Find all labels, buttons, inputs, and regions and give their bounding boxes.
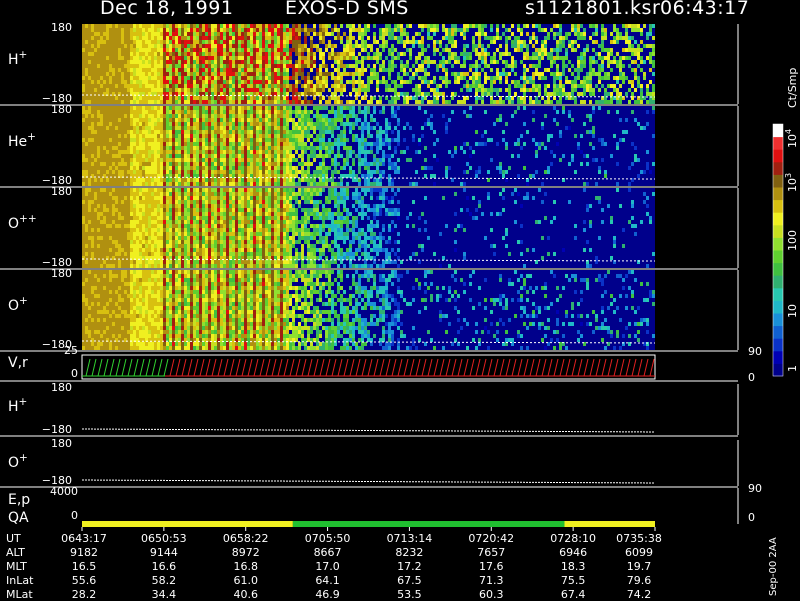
table-row-label: UT bbox=[6, 532, 21, 545]
panel-0-ymax: 180 bbox=[51, 21, 72, 34]
spectrogram-panel-3 bbox=[0, 270, 738, 351]
ep-right-top: 90 bbox=[748, 482, 762, 495]
panel-1-label: He+ bbox=[8, 131, 36, 150]
qa-segment-2 bbox=[564, 521, 655, 527]
panel-0-label: H+ bbox=[8, 49, 27, 68]
vr-panel bbox=[0, 355, 738, 381]
table-cell: 67.4 bbox=[545, 588, 601, 601]
o-pitch-panel-label: O+ bbox=[8, 452, 28, 471]
panel-1-ymax: 180 bbox=[51, 103, 72, 116]
table-row: MLT 16.5 16.6 16.8 17.0 17.2 17.6 18.3 19.7 bbox=[0, 560, 800, 573]
table-cell: 60.3 bbox=[463, 588, 519, 601]
table-cell: 16.5 bbox=[56, 560, 112, 573]
table-cell: 74.2 bbox=[611, 588, 667, 601]
table-row: InLat 55.6 58.2 61.0 64.1 67.5 71.3 75.5 79.6 bbox=[0, 574, 800, 587]
table-cell: 0713:14 bbox=[381, 532, 437, 545]
panel-3-ymax: 180 bbox=[51, 267, 72, 280]
table-cell: 0643:17 bbox=[56, 532, 112, 545]
table-cell: 79.6 bbox=[611, 574, 667, 587]
table-cell: 18.3 bbox=[545, 560, 601, 573]
table-cell: 9144 bbox=[136, 546, 192, 559]
colorbar-tick-1: 10 bbox=[786, 304, 799, 318]
h-pitch-panel bbox=[0, 384, 738, 436]
table-cell: 0705:50 bbox=[300, 532, 356, 545]
vr-right-top: 90 bbox=[748, 345, 762, 358]
panel-2-label: O++ bbox=[8, 213, 37, 232]
h-pitch-panel-ymax: 180 bbox=[51, 381, 72, 394]
table-cell: 17.0 bbox=[300, 560, 356, 573]
table-cell: 16.6 bbox=[136, 560, 192, 573]
table-cell: 0650:53 bbox=[136, 532, 192, 545]
colorbar-tick-2: 100 bbox=[786, 230, 799, 251]
table-row-label: MLat bbox=[6, 588, 33, 601]
table-cell: 9182 bbox=[56, 546, 112, 559]
table-cell: 0735:38 bbox=[611, 532, 667, 545]
panel-3-label: O+ bbox=[8, 295, 28, 314]
vr-ymax: 25 bbox=[64, 344, 78, 357]
table-row-label: MLT bbox=[6, 560, 27, 573]
colorbar: Ct/Smp 1 10 100 103 104 bbox=[773, 68, 799, 377]
table-row: UT 0643:17 0650:53 0658:22 0705:50 0713:14 072… bbox=[0, 532, 800, 545]
table-cell: 61.0 bbox=[218, 574, 274, 587]
table-cell: 7657 bbox=[463, 546, 519, 559]
table-row: MLat 28.2 34.4 40.6 46.9 53.5 60.3 67.4 74.2 bbox=[0, 588, 800, 601]
table-cell: 0720:42 bbox=[463, 532, 519, 545]
table-cell: 16.8 bbox=[218, 560, 274, 573]
table-cell: 67.5 bbox=[381, 574, 437, 587]
panel-2-ymax: 180 bbox=[51, 185, 72, 198]
vr-label: V,r bbox=[8, 355, 28, 371]
spectrogram-panel-2 bbox=[0, 188, 738, 269]
qa-segment-1 bbox=[293, 521, 565, 527]
qa-label: QA bbox=[8, 510, 29, 526]
footer-note: Sep-00 2AA bbox=[768, 537, 779, 596]
table-cell: 8972 bbox=[218, 546, 274, 559]
qa-segment-0 bbox=[82, 521, 293, 527]
table-cell: 0658:22 bbox=[218, 532, 274, 545]
ep-right-bottom: 0 bbox=[748, 511, 755, 524]
table-cell: 40.6 bbox=[218, 588, 274, 601]
colorbar-tick-0: 1 bbox=[786, 365, 799, 372]
table-cell: 17.6 bbox=[463, 560, 519, 573]
table-cell: 17.2 bbox=[381, 560, 437, 573]
h-pitch-panel-ymin: −180 bbox=[42, 423, 72, 436]
h-pitch-panel-label: H+ bbox=[8, 396, 27, 415]
table-cell: 8667 bbox=[300, 546, 356, 559]
table-row-label: ALT bbox=[6, 546, 25, 559]
table-cell: 34.4 bbox=[136, 588, 192, 601]
table-cell: 46.9 bbox=[300, 588, 356, 601]
ep-label: E,p bbox=[8, 492, 30, 508]
ep-ymax: 4000 bbox=[50, 485, 78, 498]
table-row-label: InLat bbox=[6, 574, 33, 587]
table-cell: 28.2 bbox=[56, 588, 112, 601]
table-cell: 64.1 bbox=[300, 574, 356, 587]
o-pitch-panel bbox=[0, 440, 738, 487]
spectrogram-panel-0 bbox=[0, 24, 738, 105]
vr-right-bottom: 0 bbox=[748, 371, 755, 384]
table-cell: 58.2 bbox=[136, 574, 192, 587]
colorbar-tick-3: 103 bbox=[784, 173, 799, 192]
table-cell: 0728:10 bbox=[545, 532, 601, 545]
vr-ymin: 0 bbox=[71, 367, 78, 380]
table-cell: 53.5 bbox=[381, 588, 437, 601]
o-pitch-panel-ymax: 180 bbox=[51, 437, 72, 450]
table-cell: 6099 bbox=[611, 546, 667, 559]
table-cell: 71.3 bbox=[463, 574, 519, 587]
ep-ymin: 0 bbox=[71, 509, 78, 522]
colorbar-unit: Ct/Smp bbox=[786, 68, 799, 108]
table-cell: 55.6 bbox=[56, 574, 112, 587]
colorbar-tick-4: 104 bbox=[784, 129, 799, 148]
table-cell: 75.5 bbox=[545, 574, 601, 587]
spectrogram-panel-1 bbox=[0, 106, 738, 187]
table-cell: 6946 bbox=[545, 546, 601, 559]
table-row: ALT 9182 9144 8972 8667 8232 7657 6946 6099 bbox=[0, 546, 800, 559]
table-cell: 19.7 bbox=[611, 560, 667, 573]
table-cell: 8232 bbox=[381, 546, 437, 559]
